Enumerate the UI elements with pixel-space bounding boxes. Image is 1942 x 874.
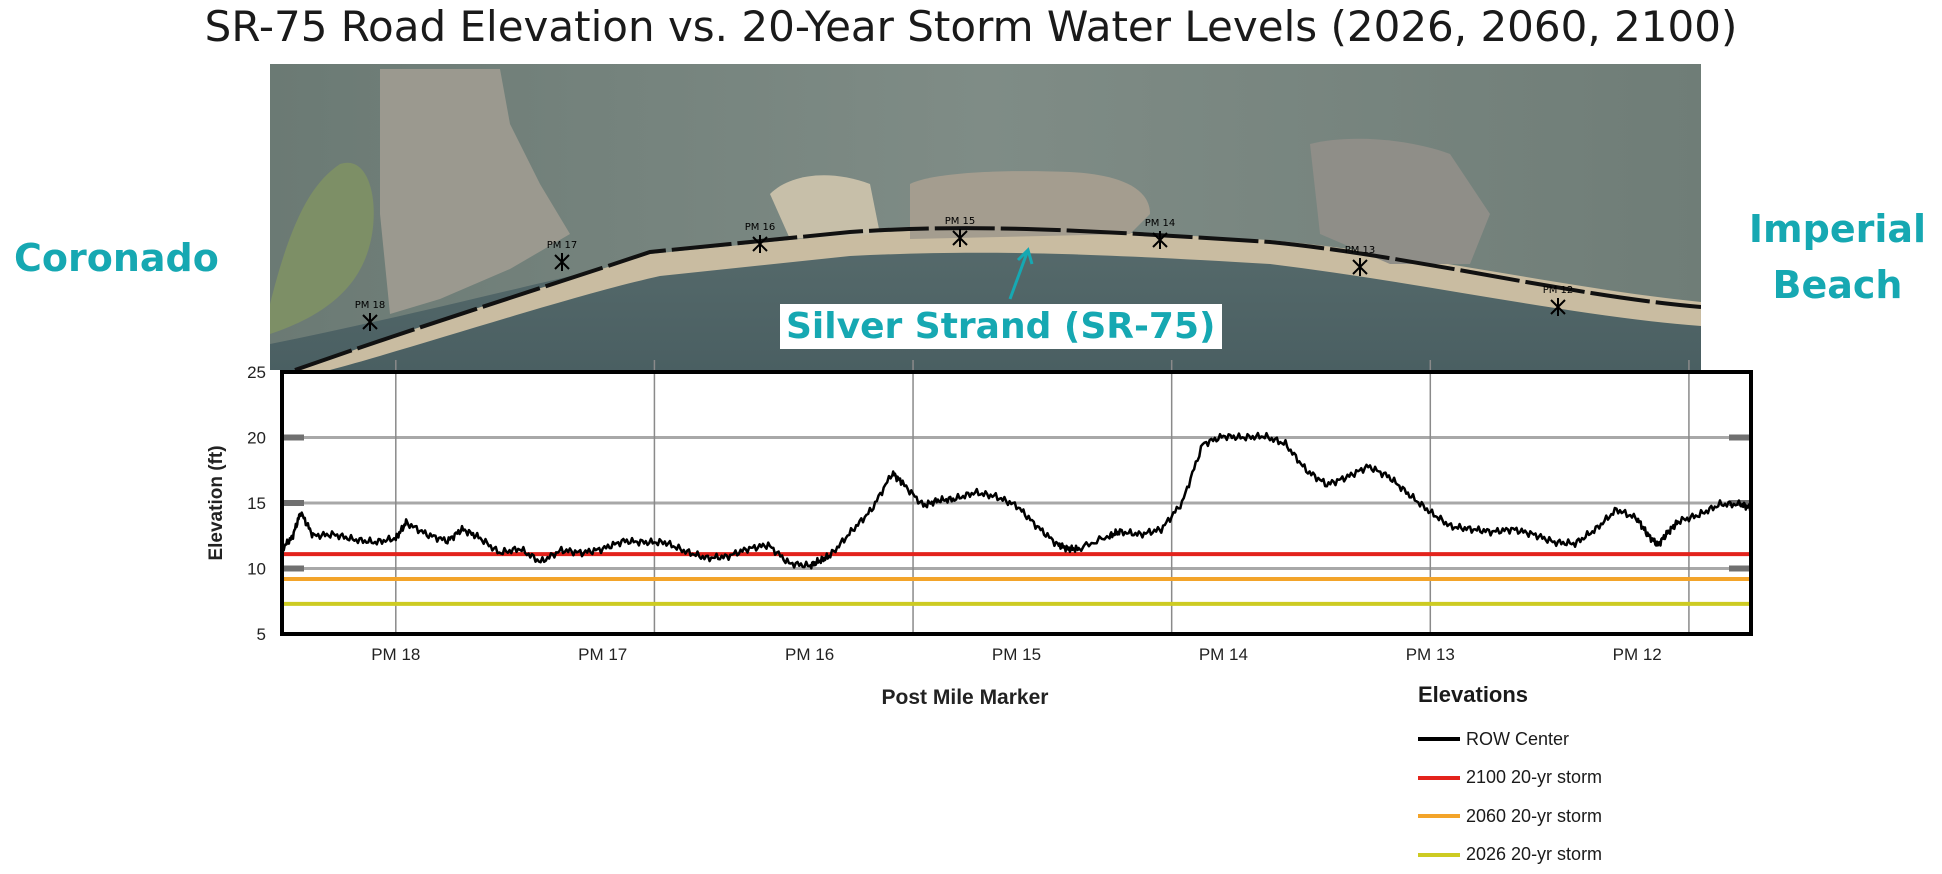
elevation-chart: 5 10 15 20 25 PM 18 PM 17 PM 16 PM 15 PM 14 PM 13… bbox=[0, 360, 1942, 705]
x-tick-label: PM 13 bbox=[1406, 645, 1455, 664]
legend-item: ROW Center bbox=[1418, 720, 1602, 759]
legend: Elevations ROW Center 2100 20-yr storm 206… bbox=[1418, 682, 1602, 874]
map-marker-label: PM 17 bbox=[547, 240, 578, 251]
legend-label: ROW Center bbox=[1466, 729, 1569, 750]
map-marker-label: PM 14 bbox=[1145, 218, 1176, 229]
legend-item: 2100 20-yr storm bbox=[1418, 759, 1602, 798]
series-layer bbox=[282, 433, 1751, 604]
legend-title: Elevations bbox=[1418, 682, 1602, 708]
map-marker-label: PM 12 bbox=[1543, 285, 1574, 296]
x-tick-label: PM 14 bbox=[1199, 645, 1248, 664]
legend-item: 2026 20-yr storm bbox=[1418, 836, 1602, 874]
map-marker-label: PM 13 bbox=[1345, 245, 1376, 256]
y-tick-label: 15 bbox=[247, 494, 266, 513]
legend-label: 2100 20-yr storm bbox=[1466, 767, 1602, 788]
series-line-row-center bbox=[282, 433, 1751, 568]
place-label-right: Imperial Beach bbox=[1745, 201, 1930, 313]
gridlines bbox=[282, 360, 1751, 634]
legend-swatch bbox=[1418, 776, 1460, 780]
legend-items: ROW Center 2100 20-yr storm 2060 20-yr sto… bbox=[1418, 720, 1602, 874]
chart-title: SR-75 Road Elevation vs. 20-Year Storm W… bbox=[0, 2, 1942, 51]
legend-label: 2026 20-yr storm bbox=[1466, 844, 1602, 865]
legend-swatch bbox=[1418, 814, 1460, 818]
map-marker-label: PM 16 bbox=[745, 222, 776, 233]
callout-label: Silver Strand (SR-75) bbox=[780, 304, 1222, 349]
y-tick-label: 5 bbox=[257, 625, 266, 644]
map-marker-label: PM 15 bbox=[945, 216, 976, 227]
y-tick-label: 20 bbox=[247, 429, 266, 448]
fill-area bbox=[770, 175, 880, 239]
x-tick-label: PM 18 bbox=[371, 645, 420, 664]
map-marker-label: PM 18 bbox=[355, 300, 386, 311]
x-tick-label: PM 16 bbox=[785, 645, 834, 664]
y-axis-label: Elevation (ft) bbox=[206, 445, 227, 560]
x-axis-label: Post Mile Marker bbox=[882, 686, 1049, 705]
x-axis-ticks: PM 18 PM 17 PM 16 PM 15 PM 14 PM 13 PM 12 bbox=[371, 645, 1662, 664]
place-label-left: Coronado bbox=[14, 230, 219, 286]
x-tick-label: PM 12 bbox=[1613, 645, 1662, 664]
legend-item: 2060 20-yr storm bbox=[1418, 797, 1602, 836]
y-tick-label: 10 bbox=[247, 560, 266, 579]
legend-label: 2060 20-yr storm bbox=[1466, 806, 1602, 827]
x-tick-label: PM 15 bbox=[992, 645, 1041, 664]
legend-swatch bbox=[1418, 853, 1460, 857]
y-tick-label: 25 bbox=[247, 363, 266, 382]
legend-swatch bbox=[1418, 737, 1460, 741]
y-axis-ticks: 5 10 15 20 25 bbox=[247, 363, 266, 644]
x-tick-label: PM 17 bbox=[578, 645, 627, 664]
